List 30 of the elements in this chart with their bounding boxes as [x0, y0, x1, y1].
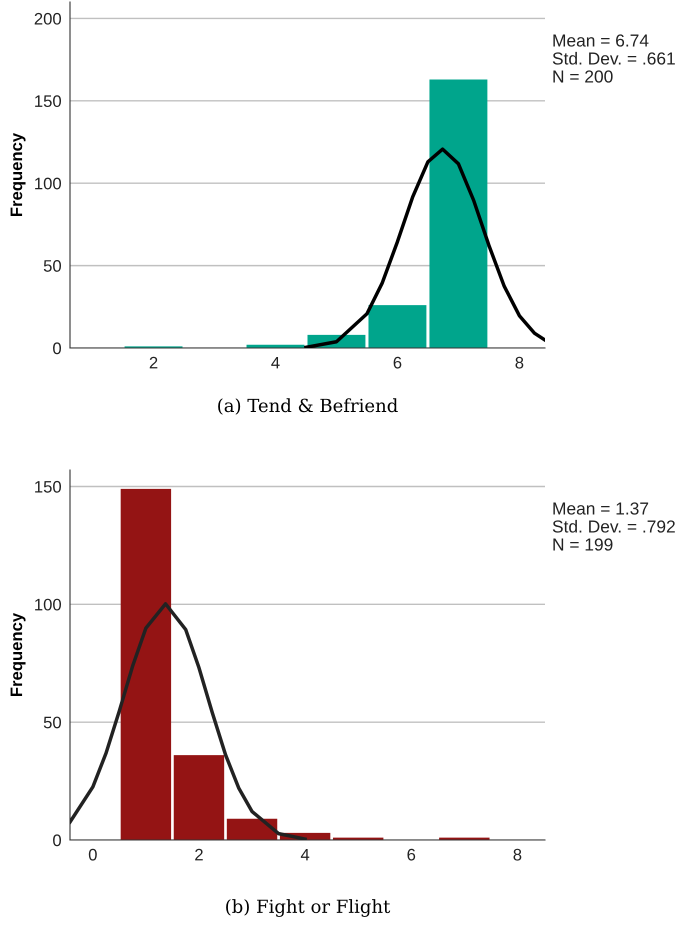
y-tick-label: 50 — [44, 260, 62, 272]
y-tick-label: 50 — [44, 716, 62, 728]
text: (b) Fight or Flight — [226, 899, 390, 917]
y-tick-label: 150 — [35, 95, 62, 108]
y-tick-label: 200 — [34, 12, 62, 25]
x-tick-label: 0 — [88, 848, 97, 861]
y-tick-label: 0 — [53, 834, 62, 846]
text: N = 200 — [553, 70, 613, 83]
y-tick-label: 100 — [35, 178, 62, 190]
line-series — [304, 147, 545, 348]
y-axis-title: Frequency — [10, 132, 26, 216]
x-tick-label: 6 — [407, 848, 416, 861]
text: (a) Tend & Befriend — [218, 398, 398, 415]
line-series — [70, 602, 307, 840]
x-tick-label: 8 — [515, 356, 524, 369]
text: Std. Dev. = .661 — [552, 52, 675, 65]
y-tick-label: 0 — [53, 342, 62, 354]
x-tick-label: 2 — [195, 848, 203, 860]
x-tick-label: 6 — [394, 356, 402, 369]
text: Std. Dev. = .792 — [552, 520, 675, 533]
text: N = 199 — [553, 538, 612, 551]
x-tick-label: 2 — [150, 356, 158, 368]
y-tick-label: 150 — [35, 480, 62, 493]
text: Mean = 6.74 — [553, 34, 648, 47]
text: Mean = 1.37 — [553, 502, 648, 515]
y-tick-label: 100 — [35, 598, 62, 611]
x-tick-label: 8 — [513, 848, 522, 861]
y-axis-title: Frequency — [10, 612, 26, 696]
x-tick-label: 4 — [300, 848, 310, 860]
x-tick-label: 4 — [271, 356, 280, 368]
